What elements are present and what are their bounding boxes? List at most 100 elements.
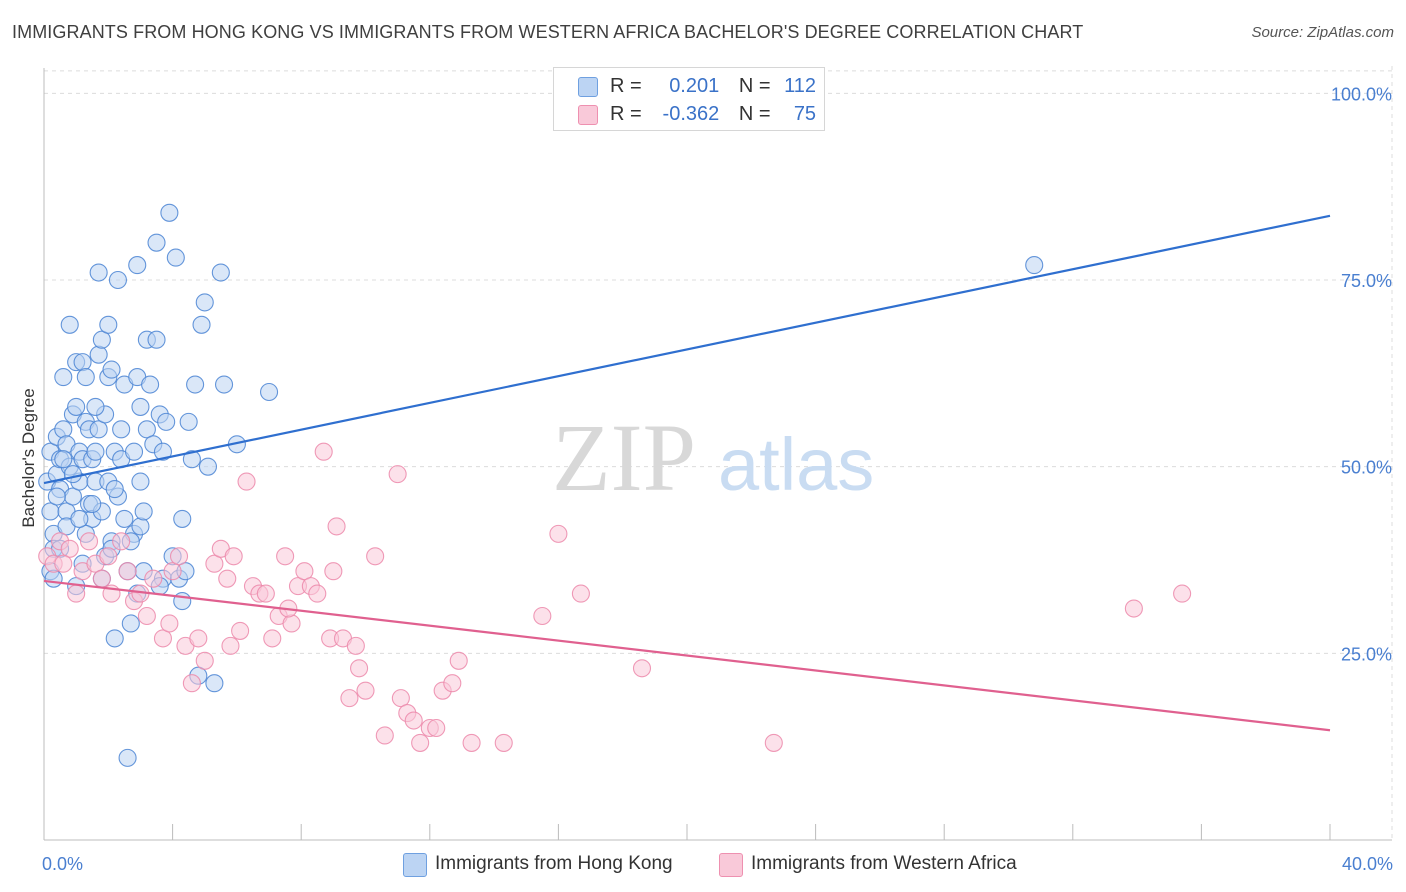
bottom-legend-swatch-western-africa	[719, 853, 743, 877]
point-hong-kong	[47, 487, 66, 506]
legend: R = 0.201 N = 112 R = -0.362 N = 75	[553, 67, 825, 131]
point-hong-kong	[89, 345, 108, 364]
chart-title: IMMIGRANTS FROM HONG KONG VS IMMIGRANTS …	[12, 22, 1084, 42]
point-western-africa	[356, 681, 375, 700]
point-western-africa	[449, 651, 468, 670]
point-hong-kong	[89, 263, 108, 282]
point-hong-kong	[86, 397, 105, 416]
point-western-africa	[163, 562, 182, 581]
tick-labels: 25.0% 50.0% 75.0% 100.0% 0.0% 40.0%	[42, 84, 1393, 874]
point-western-africa	[427, 718, 446, 738]
point-western-africa	[764, 733, 783, 752]
point-western-africa	[118, 562, 137, 581]
point-western-africa	[295, 562, 314, 581]
point-western-africa	[1173, 584, 1192, 603]
point-hong-kong	[166, 248, 185, 267]
point-western-africa	[549, 524, 568, 543]
point-hong-kong	[131, 517, 150, 536]
point-hong-kong	[147, 233, 166, 252]
point-hong-kong	[124, 442, 144, 461]
point-western-africa	[308, 584, 327, 603]
point-hong-kong	[211, 263, 230, 282]
point-western-africa	[314, 442, 333, 461]
trend-line-hong-kong	[43, 214, 1331, 485]
data-points	[38, 203, 1192, 767]
point-western-africa	[1124, 599, 1143, 618]
point-western-africa	[160, 614, 179, 633]
point-western-africa	[92, 569, 111, 588]
point-western-africa	[231, 621, 250, 640]
point-western-africa	[169, 547, 189, 566]
x-tick-label: 0.0%	[42, 854, 83, 874]
point-western-africa	[443, 674, 462, 693]
point-western-africa	[54, 554, 73, 573]
point-hong-kong	[192, 315, 211, 334]
point-western-africa	[404, 711, 423, 730]
y-tick-label: 25.0%	[1341, 644, 1392, 664]
point-hong-kong	[147, 330, 166, 349]
point-hong-kong	[121, 614, 140, 633]
x-tick-label: 40.0%	[1342, 854, 1393, 874]
bottom-legend-swatch-hong-kong	[403, 853, 427, 877]
point-hong-kong	[63, 465, 82, 484]
point-western-africa	[276, 547, 295, 566]
point-western-africa	[346, 636, 365, 655]
legend-n-value: 112	[784, 75, 817, 97]
point-hong-kong	[105, 629, 124, 648]
point-hong-kong	[160, 203, 179, 222]
point-western-africa	[462, 733, 481, 752]
point-western-africa	[67, 584, 86, 603]
point-hong-kong	[70, 509, 89, 528]
point-hong-kong	[86, 442, 105, 461]
point-hong-kong	[141, 375, 160, 394]
point-western-africa	[153, 629, 173, 648]
point-hong-kong	[131, 397, 150, 416]
grid-lines	[44, 66, 1393, 840]
point-hong-kong	[54, 368, 73, 387]
point-western-africa	[205, 554, 224, 573]
point-western-africa	[263, 629, 282, 648]
point-western-africa	[350, 659, 369, 678]
point-western-africa	[218, 569, 237, 588]
point-hong-kong	[54, 450, 73, 469]
point-western-africa	[182, 674, 201, 693]
point-hong-kong	[205, 674, 224, 693]
watermark-atlas: atlas	[718, 423, 874, 506]
point-western-africa	[112, 532, 131, 551]
point-western-africa	[366, 547, 385, 566]
watermark-zip: ZIP	[552, 404, 696, 511]
point-hong-kong	[259, 382, 279, 402]
y-tick-label: 75.0%	[1341, 271, 1392, 291]
point-hong-kong	[157, 412, 176, 431]
point-western-africa	[144, 569, 163, 588]
point-hong-kong	[108, 270, 127, 290]
point-hong-kong	[134, 502, 153, 521]
point-hong-kong	[73, 353, 92, 372]
point-hong-kong	[195, 293, 214, 312]
legend-swatch-hong-kong	[578, 77, 598, 97]
point-western-africa	[327, 517, 346, 536]
point-hong-kong	[112, 420, 131, 439]
bottom-legend-label-western-africa: Immigrants from Western Africa	[751, 853, 1017, 874]
point-hong-kong	[83, 494, 102, 514]
point-western-africa	[189, 629, 208, 648]
point-western-africa	[221, 636, 240, 655]
point-hong-kong	[153, 442, 173, 461]
y-axis-label: Bachelor's Degree	[19, 388, 38, 527]
point-hong-kong	[92, 330, 111, 349]
point-hong-kong	[182, 450, 201, 469]
point-western-africa	[340, 689, 359, 708]
point-hong-kong	[67, 397, 86, 416]
point-western-africa	[79, 532, 99, 551]
point-hong-kong	[60, 315, 79, 334]
legend-r-value: 0.201	[669, 75, 720, 97]
point-hong-kong	[1025, 256, 1044, 275]
point-western-africa	[137, 606, 156, 626]
point-hong-kong	[76, 368, 95, 387]
legend-swatch-western-africa	[578, 105, 598, 125]
point-western-africa	[195, 651, 214, 670]
y-tick-label: 50.0%	[1341, 458, 1392, 478]
trend-lines	[43, 214, 1331, 732]
point-western-africa	[494, 733, 513, 752]
